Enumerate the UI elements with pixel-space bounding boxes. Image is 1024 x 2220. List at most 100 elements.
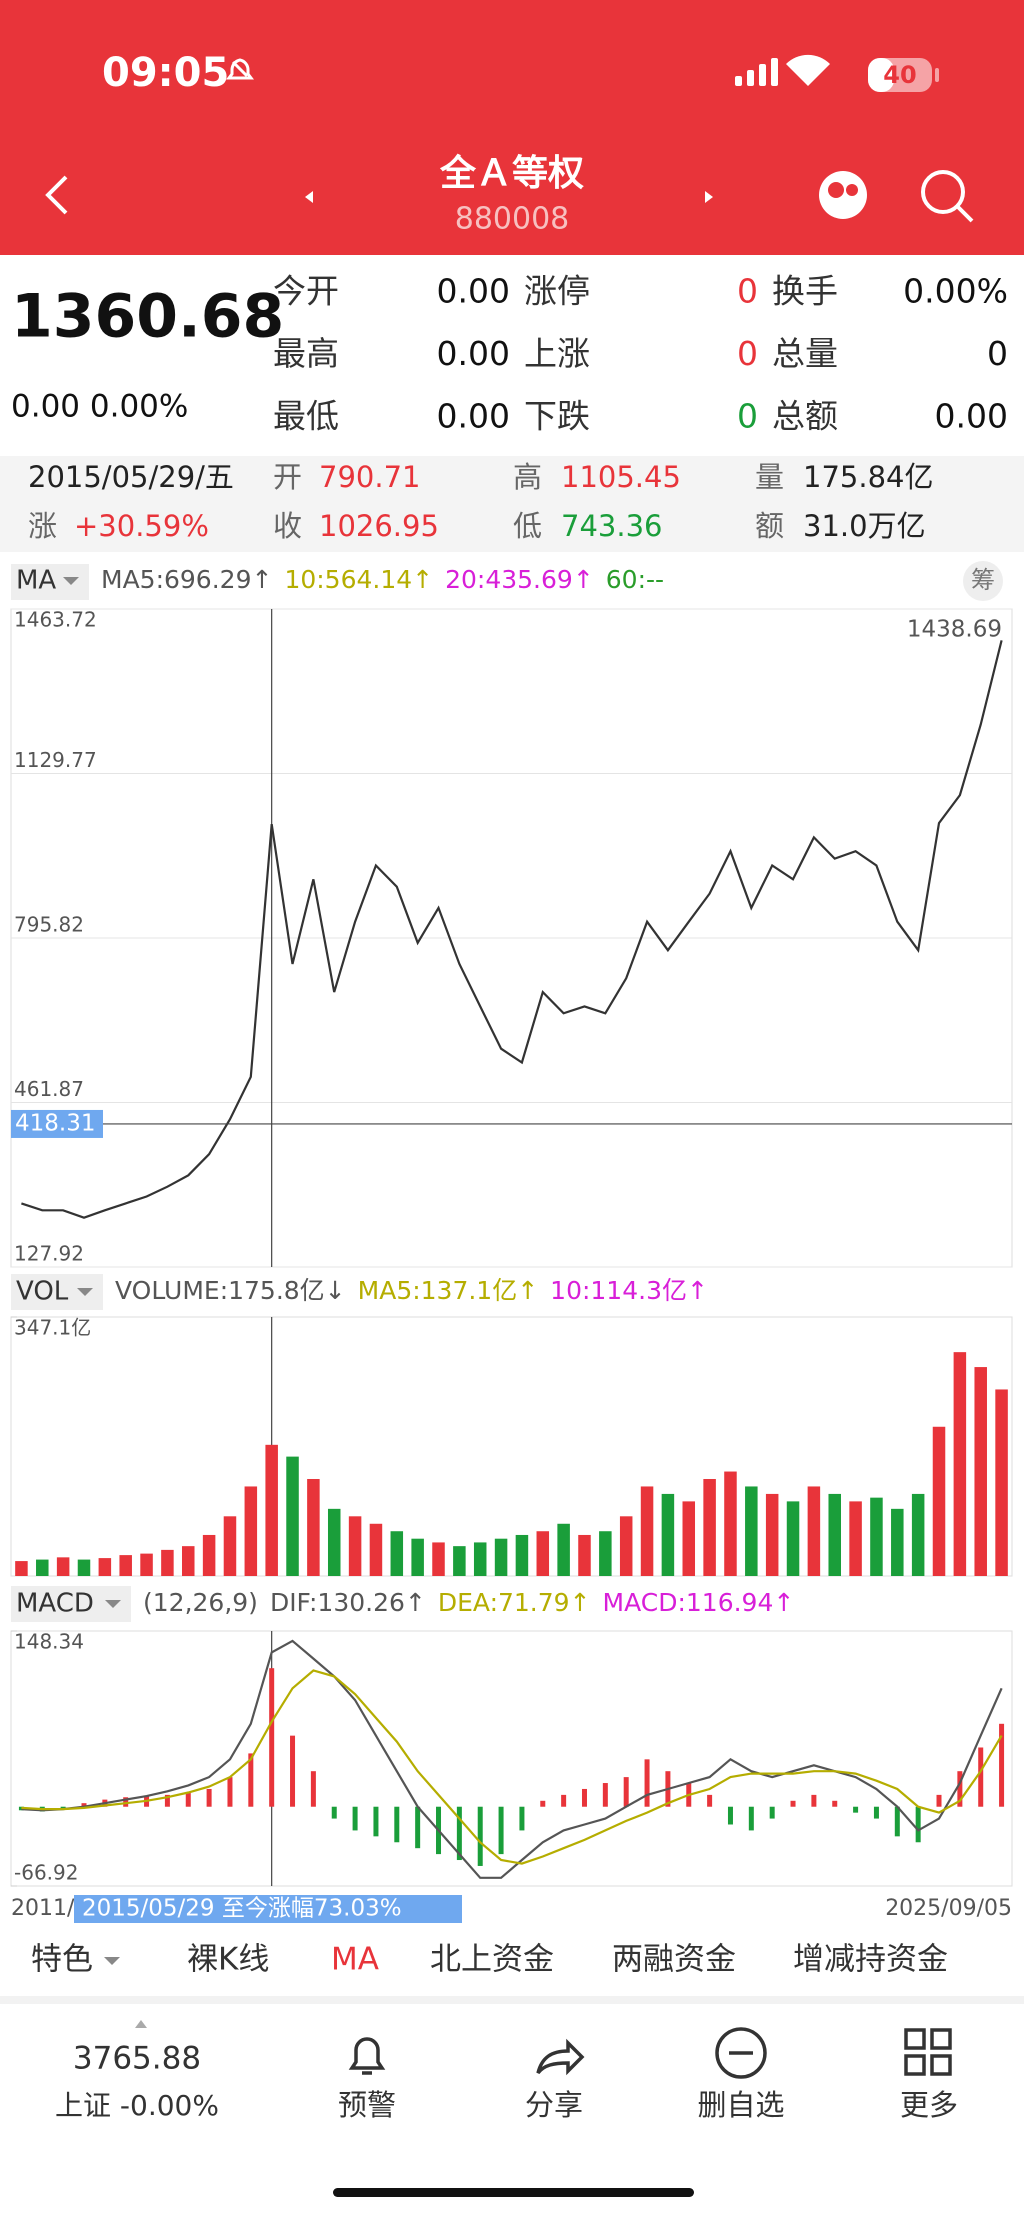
bar-label: 收 (273, 509, 302, 543)
macd-bar (540, 1800, 546, 1807)
volume-bar (98, 1558, 112, 1576)
volume-bar (765, 1493, 779, 1576)
volume-bar (473, 1542, 487, 1576)
chart-frame (10, 1630, 1013, 1887)
macd-bar (415, 1806, 421, 1849)
bar-label: 涨 (28, 509, 57, 543)
indicator-legend: MACD:116.94↑ (603, 1588, 795, 1617)
macd-bar (978, 1747, 984, 1807)
volume-bar (453, 1546, 466, 1576)
bar-label: 额 (755, 509, 784, 543)
stat-value: 0 (737, 334, 758, 373)
tab[interactable]: MA (331, 1942, 379, 1978)
indicator-legend: MA5:696.29↑ (101, 565, 272, 594)
macd-bar (623, 1777, 629, 1807)
macd-bar (498, 1806, 504, 1855)
y-tick-label: 1463.72 (14, 608, 97, 632)
chip-label[interactable]: 筹 (971, 566, 995, 594)
index-label[interactable]: 上证 -0.00% (55, 2089, 219, 2122)
volume-bar (786, 1501, 800, 1576)
bar-label: 开 (273, 460, 302, 494)
macd-bar (561, 1794, 567, 1807)
bar-value: +30.59% (74, 509, 209, 543)
macd-bar (290, 1735, 296, 1807)
back-button[interactable] (45, 175, 68, 215)
volume-bar (182, 1546, 195, 1576)
bar-value: 790.71 (319, 460, 420, 494)
macd-bar (206, 1788, 212, 1807)
volume-bar (265, 1444, 278, 1576)
stat-value: 0 (737, 397, 758, 436)
bar-value: 743.36 (561, 509, 662, 543)
macd-bar (394, 1806, 400, 1843)
macd-bar (310, 1771, 316, 1807)
macd-bar (853, 1806, 859, 1813)
alert-icon[interactable] (348, 2037, 386, 2075)
volume-bar (640, 1486, 654, 1576)
stat-value: 0.00 (935, 397, 1008, 436)
macd-bar (248, 1753, 254, 1807)
tab[interactable]: 特色 (31, 1942, 93, 1978)
index-value[interactable]: 3765.88 (73, 2041, 201, 2077)
volume-bar (703, 1478, 716, 1576)
volume-bar (286, 1456, 299, 1576)
indicator-legend: (12,26,9) (143, 1588, 258, 1617)
indicator-name[interactable]: VOL (16, 1277, 69, 1307)
indicator-legend: MA5:137.1亿↑ (358, 1276, 539, 1305)
y-tick-label: -66.92 (14, 1861, 78, 1885)
last-price: 1360.68 (11, 282, 284, 352)
nav-item[interactable]: 分享 (525, 2088, 583, 2122)
remove-icon[interactable] (715, 2027, 767, 2079)
stat-value: 0.00% (903, 272, 1008, 311)
indicator-name[interactable]: MA (16, 566, 56, 596)
macd-bar (936, 1794, 942, 1807)
stat-value: 0 (737, 272, 758, 311)
bar-value: 1105.45 (561, 460, 681, 494)
nav-item[interactable]: 更多 (900, 2088, 958, 2122)
macd-bar (999, 1723, 1005, 1807)
share-icon[interactable] (536, 2038, 585, 2076)
macd-bar (790, 1800, 796, 1807)
macd-bar (352, 1806, 358, 1831)
indicator-legend: 10:114.3亿↑ (550, 1276, 708, 1305)
volume-bar (849, 1501, 862, 1576)
stat-label: 换手 (772, 272, 838, 311)
macd-bar (915, 1806, 921, 1843)
mascot-button[interactable] (819, 171, 867, 219)
volume-bar (140, 1553, 153, 1576)
volume-bar (202, 1534, 216, 1576)
tab[interactable]: 增减持资金 (793, 1942, 948, 1978)
search-button[interactable] (921, 170, 974, 223)
volume-bar (348, 1516, 362, 1576)
tab[interactable]: 裸K线 (187, 1942, 269, 1978)
header-code: 880008 (455, 202, 570, 237)
indicator-legend: 10:564.14↑ (284, 565, 433, 594)
stat-value: 0 (987, 334, 1008, 373)
volume-bar (911, 1493, 925, 1576)
more-icon[interactable] (904, 2028, 952, 2076)
nav-item[interactable]: 预警 (338, 2088, 396, 2122)
indicator-name[interactable]: MACD (16, 1589, 94, 1619)
x-start-label: 2011/ (11, 1896, 75, 1921)
volume-bar (244, 1486, 258, 1576)
ma-button[interactable] (11, 564, 89, 600)
macd-bar (331, 1806, 337, 1819)
macd-bar (727, 1806, 733, 1825)
crosshair-label-bg (11, 1109, 103, 1138)
header-icons (45, 170, 974, 223)
macd-bar (644, 1759, 650, 1807)
volume-bar (77, 1559, 91, 1576)
x-end-label: 2025/09/05 (885, 1896, 1012, 1921)
volume-bar (15, 1561, 28, 1576)
chip-button[interactable] (963, 561, 1003, 601)
y-tick-label: 461.87 (14, 1077, 84, 1101)
tab[interactable]: 北上资金 (430, 1942, 554, 1978)
tab[interactable]: 两融资金 (612, 1942, 736, 1978)
nav-item[interactable]: 删自选 (697, 2088, 784, 2122)
volume-bar (536, 1531, 550, 1576)
macd-bar (957, 1771, 963, 1807)
stat-label: 今开 (273, 272, 339, 311)
y-tick-label: 148.34 (14, 1630, 84, 1654)
price-change: 0.00 0.00% (11, 389, 188, 425)
